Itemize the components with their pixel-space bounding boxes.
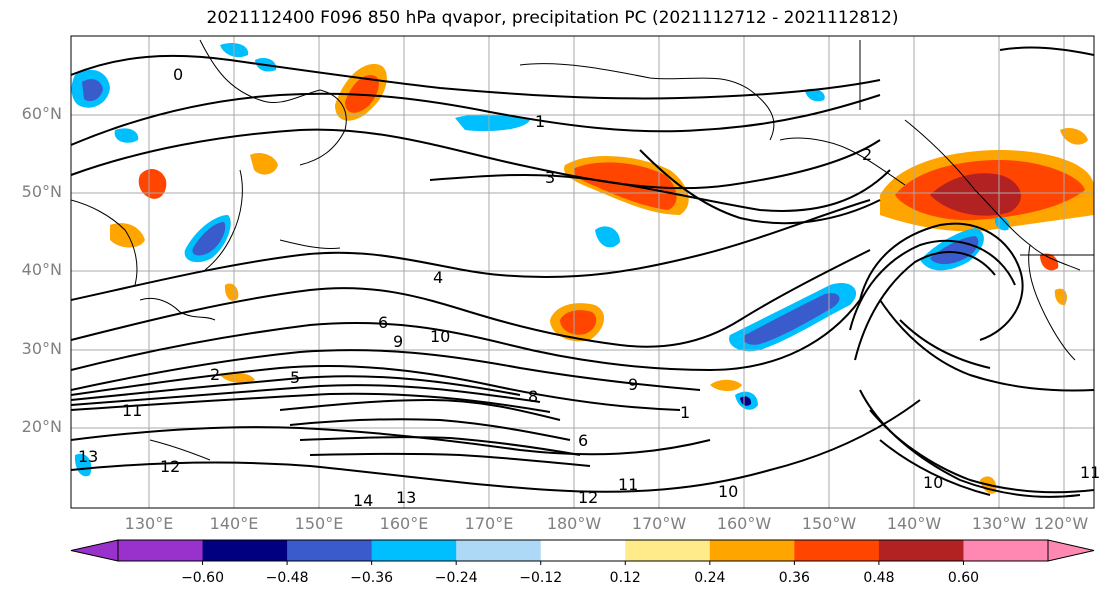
lat-label: 30°N xyxy=(21,339,62,358)
contour-label: 12 xyxy=(578,488,598,507)
colorbar-frame xyxy=(117,539,1049,562)
contour-label: 1 xyxy=(535,112,545,131)
contour-labels: 0 1 2 3 4 6 9 10 11 12 13 14 2 5 8 6 1 1… xyxy=(78,65,1100,510)
colorbar-swatch xyxy=(540,540,626,561)
contour-label: 8 xyxy=(528,387,538,406)
lon-label: 180°W xyxy=(546,514,602,533)
contour-label: 14 xyxy=(353,491,373,510)
colorbar-swatch xyxy=(625,540,711,561)
precip-negative-shading xyxy=(71,43,1010,477)
contour-label: 3 xyxy=(545,168,555,187)
contour-label: 11 xyxy=(618,475,638,494)
colorbar-tick-label: −0.12 xyxy=(519,570,563,586)
contour-label: 4 xyxy=(433,268,443,287)
contour-label: 2 xyxy=(862,145,872,164)
contour-label: 6 xyxy=(578,431,588,450)
colorbar-swatch xyxy=(794,540,880,561)
contour-label: 10 xyxy=(718,482,738,501)
qvapor-contours xyxy=(71,46,1094,498)
lon-label: 140°W xyxy=(886,514,942,533)
colorbar-swatch xyxy=(118,540,204,561)
colorbar-tick-label: −0.48 xyxy=(265,570,309,586)
colorbar-tick-label: −0.60 xyxy=(181,570,224,586)
contour-label: 12 xyxy=(160,457,180,476)
colorbar-swatch xyxy=(878,540,964,561)
contour-label: 9 xyxy=(628,375,638,394)
contour-label: 6 xyxy=(378,313,388,332)
contour-label: 10 xyxy=(430,327,450,346)
colorbar-swatch xyxy=(456,540,542,561)
lon-label: 130°E xyxy=(124,514,174,533)
lon-label: 160°E xyxy=(379,514,429,533)
lat-label: 40°N xyxy=(21,260,62,279)
lon-label: 150°E xyxy=(294,514,344,533)
graticule xyxy=(71,36,1094,508)
colorbar-swatch xyxy=(287,540,373,561)
contour-label: 13 xyxy=(396,488,416,507)
lon-label: 170°W xyxy=(631,514,687,533)
lat-label: 20°N xyxy=(21,417,62,436)
colorbar-tick-label: −0.24 xyxy=(434,570,478,586)
contour-label: 9 xyxy=(393,332,403,351)
lat-label: 50°N xyxy=(21,182,62,201)
contour-label: 0 xyxy=(173,65,183,84)
colorbar-tick-label: −0.36 xyxy=(350,570,394,586)
colorbar-tick-label: 0.12 xyxy=(609,570,641,586)
colorbar-swatch xyxy=(963,540,1049,561)
lon-label: 170°E xyxy=(464,514,514,533)
contour-label: 10 xyxy=(923,473,943,492)
colorbar-extend-low xyxy=(70,539,119,562)
map-title: 2021112400 F096 850 hPa qvapor, precipit… xyxy=(206,8,899,28)
contour-label: 2 xyxy=(210,365,220,384)
lon-label: 130°W xyxy=(971,514,1027,533)
contour-label: 5 xyxy=(290,368,300,387)
lon-label: 160°W xyxy=(716,514,772,533)
colorbar-tick-label: 0.60 xyxy=(947,570,980,586)
colorbar-tick-label: 0.36 xyxy=(778,570,810,586)
colorbar-tick-label: 0.24 xyxy=(694,570,726,586)
contour-label: 11 xyxy=(122,401,142,420)
coastlines xyxy=(71,39,1094,461)
colorbar-swatch xyxy=(202,540,288,561)
contour-label: 13 xyxy=(78,447,98,466)
colorbar xyxy=(70,539,1095,565)
colorbar-tick-label: 0.48 xyxy=(863,570,895,586)
colorbar-extend-high xyxy=(1047,539,1095,562)
lon-label: 120°W xyxy=(1033,514,1089,533)
colorbar-swatch xyxy=(371,540,457,561)
lon-label: 140°E xyxy=(209,514,259,533)
lat-label: 60°N xyxy=(21,104,62,123)
colorbar-swatch xyxy=(709,540,795,561)
lon-label: 150°W xyxy=(801,514,857,533)
contour-label: 1 xyxy=(680,403,690,422)
contour-label: 11 xyxy=(1080,463,1100,482)
